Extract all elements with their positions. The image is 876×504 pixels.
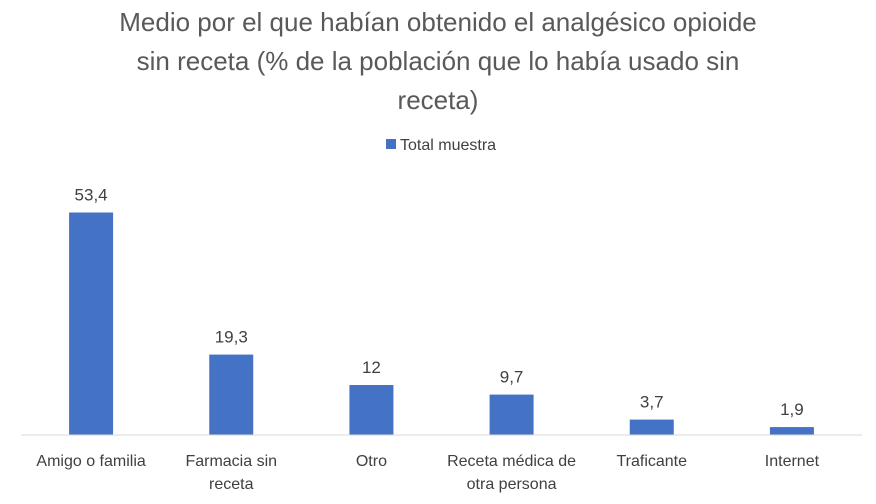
data-label: 12 (362, 358, 381, 377)
data-label: 9,7 (500, 368, 524, 387)
category-label: receta (209, 476, 254, 493)
bar (209, 354, 254, 435)
bar (349, 385, 394, 435)
category-label: Receta médica de (447, 453, 576, 470)
category-label: Amigo o familia (36, 453, 145, 470)
bar (769, 427, 814, 435)
legend-label: Total muestra (400, 137, 496, 154)
legend-swatch (386, 139, 396, 149)
bars-group (69, 212, 814, 435)
data-label: 3,7 (640, 393, 664, 412)
data-label: 1,9 (780, 400, 804, 419)
data-label: 19,3 (215, 328, 248, 347)
category-label: otra persona (467, 476, 557, 493)
data-labels-group: 53,4 19,3 12 9,7 3,7 1,9 (75, 186, 804, 420)
category-label: Traficante (616, 453, 687, 470)
bar (489, 394, 534, 435)
chart-title: Medio por el que habían obtenido el anal… (119, 7, 756, 115)
bar (629, 419, 674, 435)
chart-legend: Total muestra (386, 137, 496, 154)
chart-title-line-3: receta) (398, 85, 479, 115)
category-labels-group: Amigo o familia Farmacia sin receta Otro Rec… (36, 453, 819, 493)
data-label: 53,4 (75, 186, 108, 205)
bar (69, 212, 114, 435)
category-label: Otro (356, 453, 387, 470)
chart-title-line-2: sin receta (% de la población que lo hab… (137, 46, 740, 76)
category-label: Farmacia sin (185, 453, 277, 470)
chart-title-line-1: Medio por el que habían obtenido el anal… (119, 7, 756, 37)
category-label: Internet (765, 453, 820, 470)
